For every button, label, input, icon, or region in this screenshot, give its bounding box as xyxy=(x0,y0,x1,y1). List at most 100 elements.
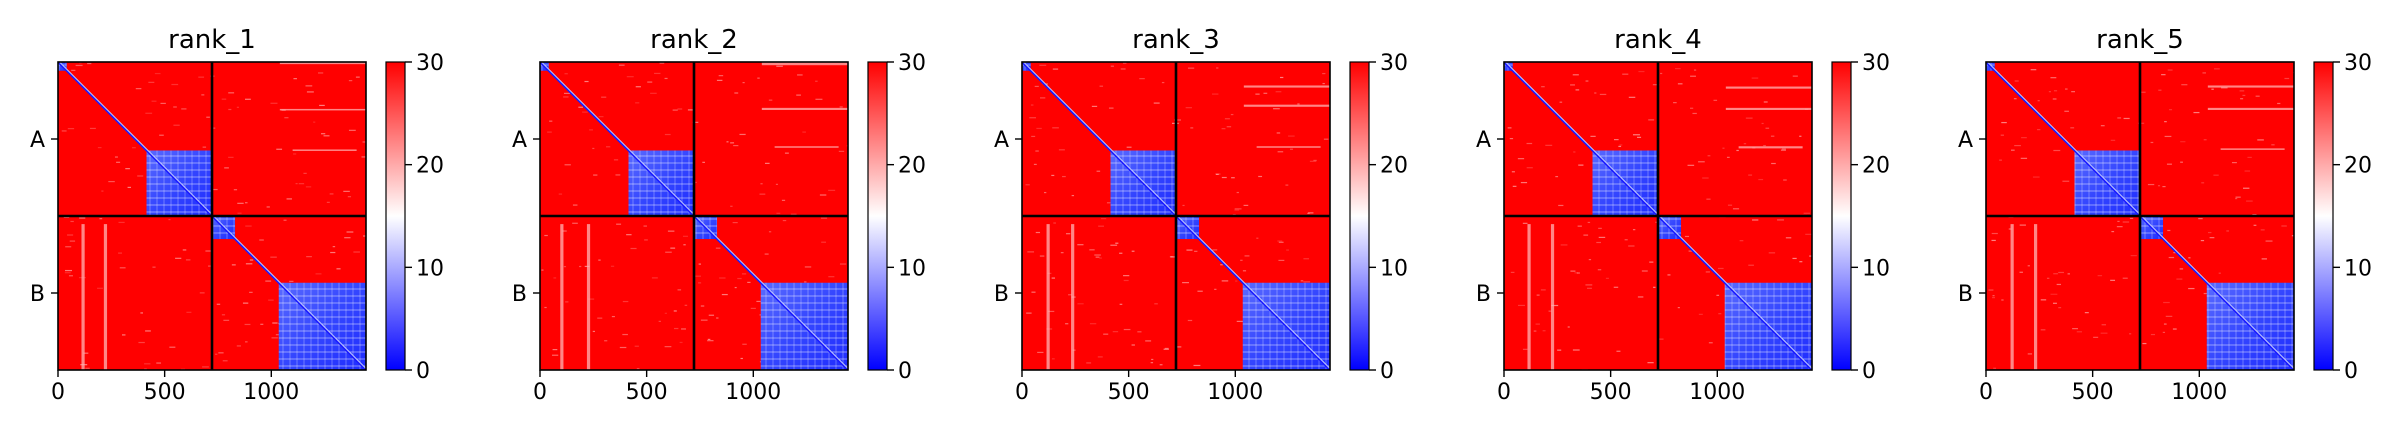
noise-speck xyxy=(330,251,336,254)
noise-speck xyxy=(1748,264,1754,266)
colorbar-tick-label: 30 xyxy=(2344,51,2372,76)
noise-speck xyxy=(1058,149,1065,151)
noise-speck xyxy=(1025,184,1030,186)
noise-speck xyxy=(1726,156,1730,158)
noise-speck xyxy=(1120,68,1126,70)
noise-speck xyxy=(1231,177,1235,179)
noise-speck xyxy=(2084,312,2089,314)
noise-speck xyxy=(1992,295,1995,297)
noise-speck xyxy=(236,106,239,108)
noise-speck xyxy=(2011,149,2015,151)
noise-speck xyxy=(244,202,248,204)
noise-speck xyxy=(578,106,583,108)
noise-speck xyxy=(2173,252,2177,254)
noise-speck xyxy=(667,230,675,232)
noise-speck xyxy=(127,186,131,189)
noise-speck xyxy=(1101,217,1107,220)
noise-speck xyxy=(664,312,667,314)
noise-speck xyxy=(1677,83,1683,85)
noise-speck xyxy=(1060,252,1064,254)
noise-speck xyxy=(2201,182,2205,184)
noise-speck xyxy=(821,241,827,243)
noise-speck xyxy=(362,141,367,143)
noise-speck xyxy=(1182,204,1185,207)
heatmap-panel-3: rank_3 0 500 1000 A B 0 10 20 30 xyxy=(994,25,1408,405)
noise-speck xyxy=(1211,93,1219,95)
noise-speck xyxy=(1236,320,1244,323)
noise-speck xyxy=(260,323,264,325)
noise-speck xyxy=(670,247,676,249)
noise-speck xyxy=(1220,264,1223,266)
heatmap-stripe xyxy=(279,108,366,111)
noise-speck xyxy=(2129,217,2134,220)
heatmap-stripe xyxy=(560,224,564,370)
noise-speck xyxy=(1036,127,1042,130)
noise-speck xyxy=(317,72,324,74)
noise-speck xyxy=(75,64,83,67)
noise-speck xyxy=(2161,74,2166,76)
noise-speck xyxy=(1097,356,1103,358)
noise-speck xyxy=(759,193,766,195)
noise-speck xyxy=(598,259,601,261)
noise-speck xyxy=(295,183,298,185)
noise-speck xyxy=(249,259,254,261)
heatmap-stripe xyxy=(2033,224,2038,370)
noise-speck xyxy=(1548,310,1552,312)
noise-speck xyxy=(1637,296,1644,298)
noise-speck xyxy=(121,334,126,336)
noise-speck xyxy=(1785,237,1792,239)
noise-speck xyxy=(1169,256,1173,258)
noise-speck xyxy=(2239,90,2245,92)
y-tick-label: A xyxy=(30,128,45,153)
noise-speck xyxy=(222,360,228,362)
noise-speck xyxy=(1119,303,1123,305)
axes-frame xyxy=(57,61,367,371)
noise-speck xyxy=(1182,282,1189,284)
noise-speck xyxy=(702,161,705,163)
noise-speck xyxy=(2235,197,2238,200)
heatmap-panel-5: rank_5 0 500 1000 A B 0 10 20 30 xyxy=(1958,25,2372,405)
noise-speck xyxy=(1536,294,1540,296)
noise-speck xyxy=(1545,144,1553,146)
noise-speck xyxy=(2046,277,2050,279)
noise-speck xyxy=(838,150,845,152)
noise-speck xyxy=(1194,250,1198,252)
noise-speck xyxy=(1123,328,1131,331)
noise-speck xyxy=(244,98,251,100)
noise-speck xyxy=(592,147,595,150)
noise-speck xyxy=(1745,117,1753,119)
noise-speck xyxy=(2246,200,2253,202)
noise-speck xyxy=(221,314,226,316)
noise-speck xyxy=(815,98,823,100)
noise-speck xyxy=(1174,346,1182,348)
heatmap-stripe xyxy=(2010,224,2014,370)
noise-speck xyxy=(2179,268,2184,270)
noise-speck xyxy=(564,164,571,166)
noise-speck xyxy=(1763,144,1766,147)
noise-speck xyxy=(1575,89,1580,91)
noise-speck xyxy=(2064,110,2069,112)
noise-speck xyxy=(293,153,297,155)
noise-speck xyxy=(270,102,278,104)
noise-speck xyxy=(1660,72,1663,75)
noise-speck xyxy=(1624,239,1628,241)
noise-speck xyxy=(1803,212,1810,214)
noise-speck xyxy=(2172,328,2177,330)
noise-speck xyxy=(781,199,786,201)
noise-speck xyxy=(85,367,90,369)
noise-speck xyxy=(1586,287,1592,289)
noise-speck xyxy=(1098,225,1104,227)
noise-speck xyxy=(83,352,89,354)
noise-speck xyxy=(1035,231,1041,234)
y-tick-label: B xyxy=(30,282,45,307)
noise-speck xyxy=(1739,240,1744,242)
noise-speck xyxy=(1509,138,1514,140)
noise-speck xyxy=(1511,171,1515,173)
noise-speck xyxy=(212,188,218,191)
noise-speck xyxy=(684,304,688,306)
heatmap-stripe xyxy=(81,224,85,370)
x-tick-label: 1000 xyxy=(1207,380,1263,405)
noise-speck xyxy=(726,141,729,143)
noise-speck xyxy=(1667,274,1671,276)
noise-speck xyxy=(2053,149,2061,152)
